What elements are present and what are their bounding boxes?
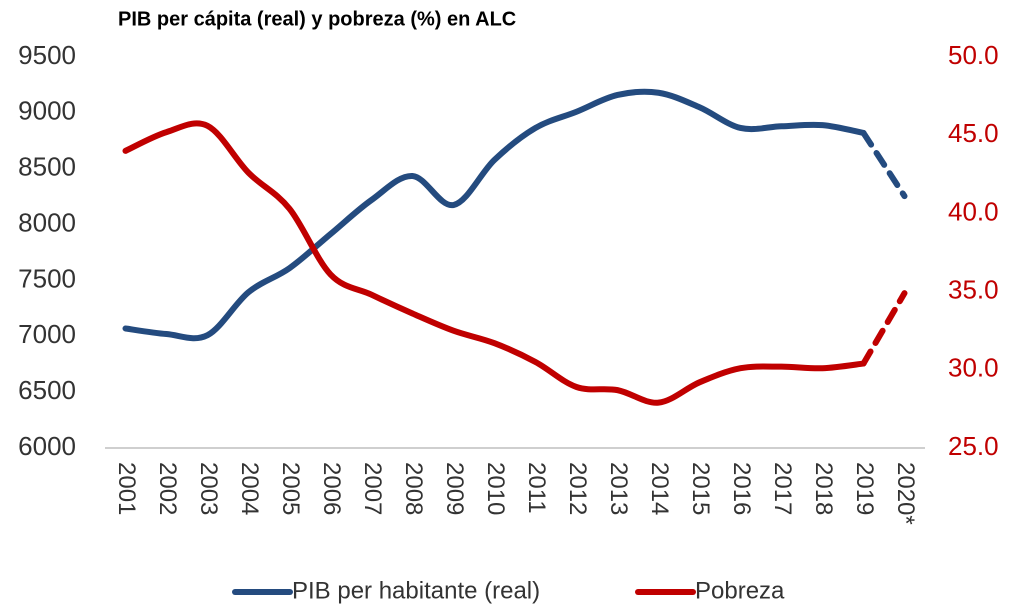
y-tick-label: 7000 bbox=[18, 319, 76, 349]
x-tick-label: 2018 bbox=[810, 462, 837, 515]
x-tick-label: 2002 bbox=[154, 462, 181, 515]
y-tick-label: 9500 bbox=[18, 40, 76, 70]
y2-tick-label: 50.0 bbox=[948, 40, 999, 70]
x-tick-label: 2013 bbox=[605, 462, 632, 515]
x-tick-label: 2008 bbox=[400, 462, 427, 515]
x-tick-label: 2016 bbox=[728, 462, 755, 515]
x-tick-label: 2003 bbox=[195, 462, 222, 515]
x-tick-label: 2010 bbox=[482, 462, 509, 515]
x-tick-label: 2014 bbox=[646, 462, 673, 515]
chart-title: PIB per cápita (real) y pobreza (%) en A… bbox=[118, 8, 516, 30]
x-tick-label: 2007 bbox=[359, 462, 386, 515]
x-tick-label: 2004 bbox=[236, 462, 263, 515]
line-series bbox=[860, 290, 908, 367]
line-series bbox=[122, 120, 867, 406]
y-tick-label: 8000 bbox=[18, 207, 76, 237]
x-tick-label: 2001 bbox=[113, 462, 140, 515]
x-tick-label: 2009 bbox=[441, 462, 468, 515]
legend-label: Pobreza bbox=[695, 577, 785, 604]
y-tick-label: 7500 bbox=[18, 263, 76, 293]
x-tick-label: 2019 bbox=[851, 462, 878, 515]
line-series bbox=[122, 88, 867, 342]
x-tick-label: 2011 bbox=[523, 462, 550, 514]
x-tick-label: 2015 bbox=[687, 462, 714, 515]
y2-tick-label: 35.0 bbox=[948, 274, 999, 304]
x-tick-label: 2017 bbox=[769, 462, 796, 515]
y2-tick-label: 40.0 bbox=[948, 196, 999, 226]
x-tick-label: 2012 bbox=[564, 462, 591, 515]
x-tick-label: 2020* bbox=[892, 462, 919, 525]
y-tick-label: 6500 bbox=[18, 375, 76, 405]
y-tick-label: 8500 bbox=[18, 152, 76, 182]
y2-tick-label: 45.0 bbox=[948, 118, 999, 148]
x-tick-label: 2005 bbox=[277, 462, 304, 515]
y2-tick-label: 30.0 bbox=[948, 353, 999, 383]
y-tick-label: 9000 bbox=[18, 96, 76, 126]
legend-label: PIB per habitante (real) bbox=[292, 577, 540, 604]
x-tick-label: 2006 bbox=[318, 462, 345, 515]
line-series bbox=[860, 129, 908, 200]
y2-tick-label: 25.0 bbox=[948, 431, 999, 461]
y-tick-label: 6000 bbox=[18, 431, 76, 461]
